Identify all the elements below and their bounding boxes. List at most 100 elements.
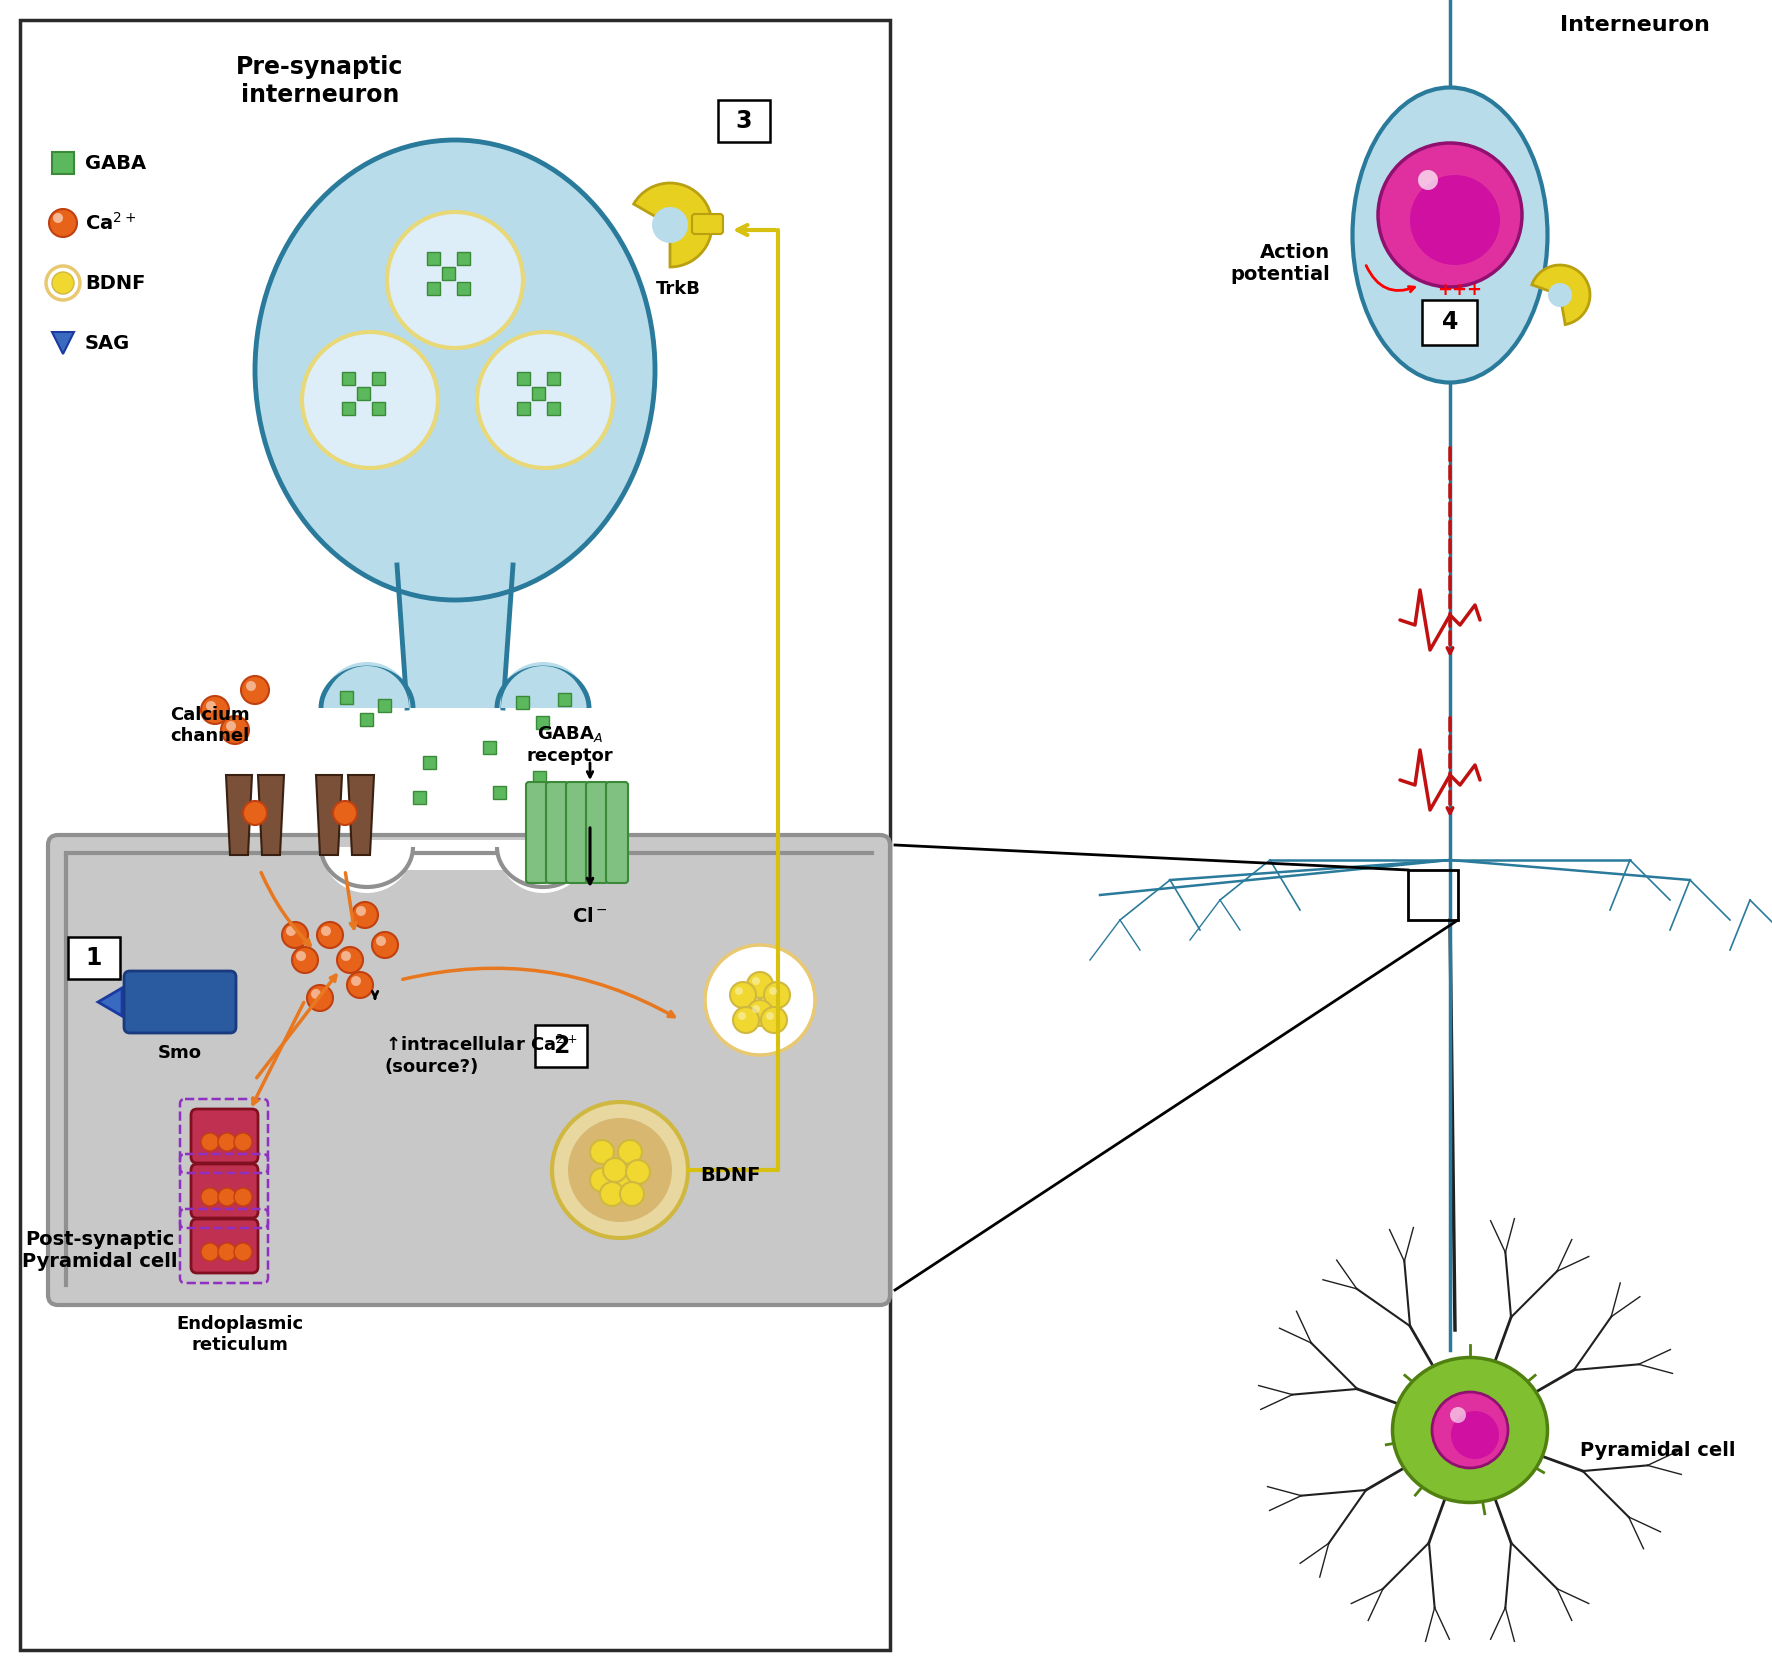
Circle shape xyxy=(1449,1407,1465,1424)
Circle shape xyxy=(764,982,790,1009)
Text: 4: 4 xyxy=(1442,310,1458,333)
Circle shape xyxy=(317,922,344,949)
Bar xyxy=(457,252,470,265)
Bar xyxy=(424,757,436,768)
Circle shape xyxy=(200,1134,220,1150)
Text: SAG: SAG xyxy=(85,333,131,352)
Bar xyxy=(535,1025,587,1067)
Circle shape xyxy=(705,945,815,1055)
Polygon shape xyxy=(315,775,342,855)
Text: 2: 2 xyxy=(553,1034,569,1059)
Polygon shape xyxy=(347,775,374,855)
Circle shape xyxy=(618,1140,641,1164)
Circle shape xyxy=(234,1134,252,1150)
Circle shape xyxy=(1418,170,1439,190)
Circle shape xyxy=(620,1182,643,1205)
Circle shape xyxy=(372,932,399,959)
Text: BDNF: BDNF xyxy=(85,273,145,292)
Bar xyxy=(1421,300,1478,345)
Text: Smo: Smo xyxy=(158,1044,202,1062)
Circle shape xyxy=(353,902,377,929)
Bar xyxy=(532,387,546,400)
Circle shape xyxy=(748,1000,773,1025)
Circle shape xyxy=(760,1007,787,1034)
FancyBboxPatch shape xyxy=(191,1164,259,1219)
Circle shape xyxy=(590,1140,615,1164)
Circle shape xyxy=(307,985,333,1010)
FancyBboxPatch shape xyxy=(546,782,569,884)
Circle shape xyxy=(53,213,64,223)
Circle shape xyxy=(285,925,296,935)
Circle shape xyxy=(351,975,361,985)
Wedge shape xyxy=(321,847,413,894)
Ellipse shape xyxy=(1393,1357,1547,1502)
Bar xyxy=(548,372,560,385)
Circle shape xyxy=(206,702,216,712)
Wedge shape xyxy=(634,183,712,267)
Circle shape xyxy=(730,982,757,1009)
Circle shape xyxy=(1379,143,1522,287)
Circle shape xyxy=(601,1182,624,1205)
Bar xyxy=(354,840,555,870)
Text: 3: 3 xyxy=(735,108,753,133)
Text: BDNF: BDNF xyxy=(700,1165,760,1185)
Bar xyxy=(535,717,549,728)
Circle shape xyxy=(312,989,321,999)
Bar xyxy=(718,100,771,142)
Bar xyxy=(67,937,120,979)
Text: GABA$_A$
receptor: GABA$_A$ receptor xyxy=(526,723,613,765)
Text: Pre-synaptic
interneuron: Pre-synaptic interneuron xyxy=(236,55,404,107)
Bar xyxy=(1409,870,1458,920)
Circle shape xyxy=(337,947,363,974)
FancyBboxPatch shape xyxy=(526,782,548,884)
Bar xyxy=(533,772,546,783)
Polygon shape xyxy=(227,775,252,855)
Circle shape xyxy=(590,1169,615,1192)
Wedge shape xyxy=(324,667,409,708)
Circle shape xyxy=(602,1159,627,1182)
FancyBboxPatch shape xyxy=(191,1219,259,1274)
Polygon shape xyxy=(397,565,514,708)
Circle shape xyxy=(46,267,80,300)
Circle shape xyxy=(737,1012,746,1020)
Bar xyxy=(517,372,530,385)
Bar xyxy=(516,697,530,708)
Bar xyxy=(356,387,370,400)
Circle shape xyxy=(51,272,74,293)
Wedge shape xyxy=(496,847,588,894)
Circle shape xyxy=(243,802,268,825)
Wedge shape xyxy=(321,662,413,708)
Bar xyxy=(360,713,372,727)
Circle shape xyxy=(292,947,317,974)
Bar xyxy=(457,282,470,295)
Circle shape xyxy=(569,1119,672,1222)
Bar xyxy=(377,698,392,712)
Text: 1: 1 xyxy=(85,945,103,970)
Circle shape xyxy=(301,332,438,468)
Circle shape xyxy=(200,1244,220,1260)
Circle shape xyxy=(282,922,308,949)
Circle shape xyxy=(356,905,367,915)
FancyBboxPatch shape xyxy=(606,782,627,884)
Ellipse shape xyxy=(1352,87,1547,382)
Circle shape xyxy=(234,1189,252,1205)
Text: Endoplasmic
reticulum: Endoplasmic reticulum xyxy=(177,1315,303,1354)
Circle shape xyxy=(1411,175,1501,265)
FancyBboxPatch shape xyxy=(565,782,588,884)
Text: Cl$^-$: Cl$^-$ xyxy=(572,907,608,925)
Polygon shape xyxy=(51,332,74,353)
Text: TrkB: TrkB xyxy=(656,280,700,298)
Bar xyxy=(493,787,507,798)
Bar xyxy=(427,282,439,295)
Text: Ca$^{2+}$: Ca$^{2+}$ xyxy=(85,212,136,233)
Circle shape xyxy=(222,717,250,743)
Circle shape xyxy=(766,1012,774,1020)
Circle shape xyxy=(652,207,688,243)
Circle shape xyxy=(200,697,229,723)
Circle shape xyxy=(296,950,307,960)
Bar xyxy=(558,693,571,707)
Circle shape xyxy=(735,987,742,995)
Text: +++: +++ xyxy=(1437,282,1483,298)
Wedge shape xyxy=(496,662,588,708)
Wedge shape xyxy=(501,667,585,708)
